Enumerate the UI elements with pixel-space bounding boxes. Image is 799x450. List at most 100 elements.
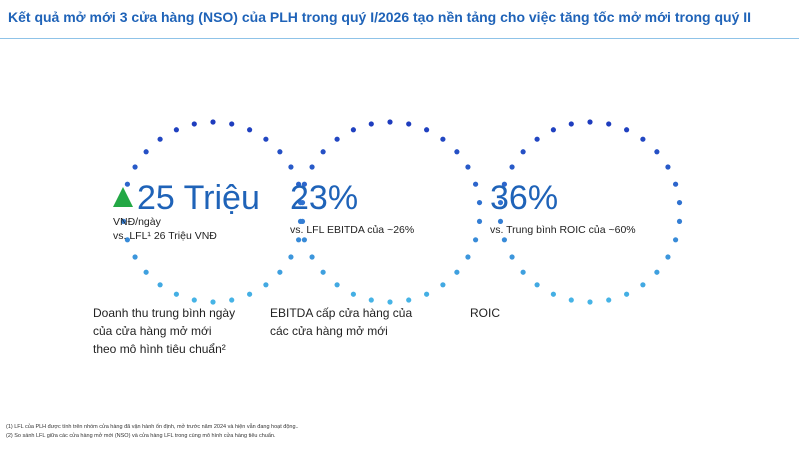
dot (606, 121, 612, 127)
dot (665, 254, 671, 260)
dot (534, 136, 540, 142)
dot (624, 291, 630, 297)
dot (587, 119, 593, 125)
dot (387, 119, 393, 125)
dot (654, 149, 660, 155)
card-sub: VNĐ/ngày (113, 216, 161, 228)
dot (320, 149, 326, 155)
caption-line: của cửa hàng mở mới (93, 324, 212, 338)
dot (288, 254, 294, 260)
caption-line: EBITDA cấp cửa hàng của (270, 306, 413, 320)
dot (229, 121, 235, 127)
dot (229, 297, 235, 303)
dot (424, 291, 430, 297)
caption-line: các cửa hàng mở mới (270, 324, 388, 338)
dot (297, 218, 304, 225)
dot (143, 149, 149, 155)
dot (368, 121, 374, 127)
card-value: 36% (490, 179, 559, 217)
dot (173, 127, 179, 133)
caption-line: ROIC (470, 306, 500, 320)
dot (654, 269, 660, 275)
caption: Doanh thu trung bình ngày của cửa hàng mở… (93, 304, 333, 358)
dot (497, 199, 504, 206)
dot (350, 127, 356, 133)
dot (406, 297, 412, 303)
dot (465, 254, 471, 260)
dot (472, 237, 479, 243)
dot (454, 149, 460, 155)
dot (132, 164, 138, 170)
card-value: 25 Triệu (113, 178, 313, 218)
dot (120, 218, 127, 225)
dot (676, 218, 683, 225)
dot (295, 237, 302, 243)
dot (124, 237, 131, 243)
dot (143, 269, 149, 275)
dot (297, 199, 304, 206)
dot (247, 291, 253, 297)
dot (173, 291, 179, 297)
dot (334, 282, 340, 288)
card-sub: vs. LFL¹ 26 Triệu VNĐ (113, 230, 217, 242)
dot (534, 282, 540, 288)
dot (124, 181, 131, 187)
caption: EBITDA cấp cửa hàng của các cửa hàng mở m… (270, 304, 510, 340)
dot (568, 297, 574, 303)
dot (465, 164, 471, 170)
up-arrow (113, 187, 133, 207)
card-sub: vs. Trung bình ROIC của ~60% (490, 224, 636, 236)
caption-line: theo mô hình tiêu chuẩn² (93, 342, 226, 356)
dot (606, 297, 612, 303)
dot (672, 181, 679, 187)
dot (624, 127, 630, 133)
dot (191, 121, 197, 127)
dot (387, 299, 393, 305)
dot (157, 136, 163, 142)
dot (550, 127, 556, 133)
dot (665, 164, 671, 170)
dot (210, 299, 216, 305)
dot (334, 136, 340, 142)
title: Kết quả mở mới 3 cửa hàng (NSO) của PLH … (8, 9, 752, 25)
dot (509, 254, 515, 260)
dot (640, 282, 646, 288)
dot (520, 269, 526, 275)
dot (191, 297, 197, 303)
dot (247, 127, 253, 133)
dot (568, 121, 574, 127)
dot (454, 269, 460, 275)
dot (676, 199, 683, 206)
dot (277, 269, 283, 275)
dot (587, 299, 593, 305)
dot (301, 181, 308, 187)
dot (550, 291, 556, 297)
dot (472, 181, 479, 187)
dot (132, 254, 138, 260)
caption: ROIC (470, 304, 710, 322)
dot (640, 136, 646, 142)
dot (476, 218, 483, 225)
dot (309, 254, 315, 260)
dot (501, 181, 508, 187)
dot (277, 149, 283, 155)
card-sub: vs. LFL EBITDA của ~26% (290, 224, 415, 236)
dot (368, 297, 374, 303)
dot (309, 164, 315, 170)
dot (672, 237, 679, 243)
dot (424, 127, 430, 133)
dot (406, 121, 412, 127)
dot (263, 282, 269, 288)
dot (520, 149, 526, 155)
caption-line: Doanh thu trung bình ngày (93, 306, 236, 320)
dot (501, 237, 508, 243)
dot (440, 136, 446, 142)
dot (320, 269, 326, 275)
footnote: (1) LFL của PLH được tính trên nhóm cửa … (6, 424, 299, 430)
dot (440, 282, 446, 288)
dot (476, 199, 483, 206)
dot (263, 136, 269, 142)
card-value: 23% (290, 179, 359, 217)
